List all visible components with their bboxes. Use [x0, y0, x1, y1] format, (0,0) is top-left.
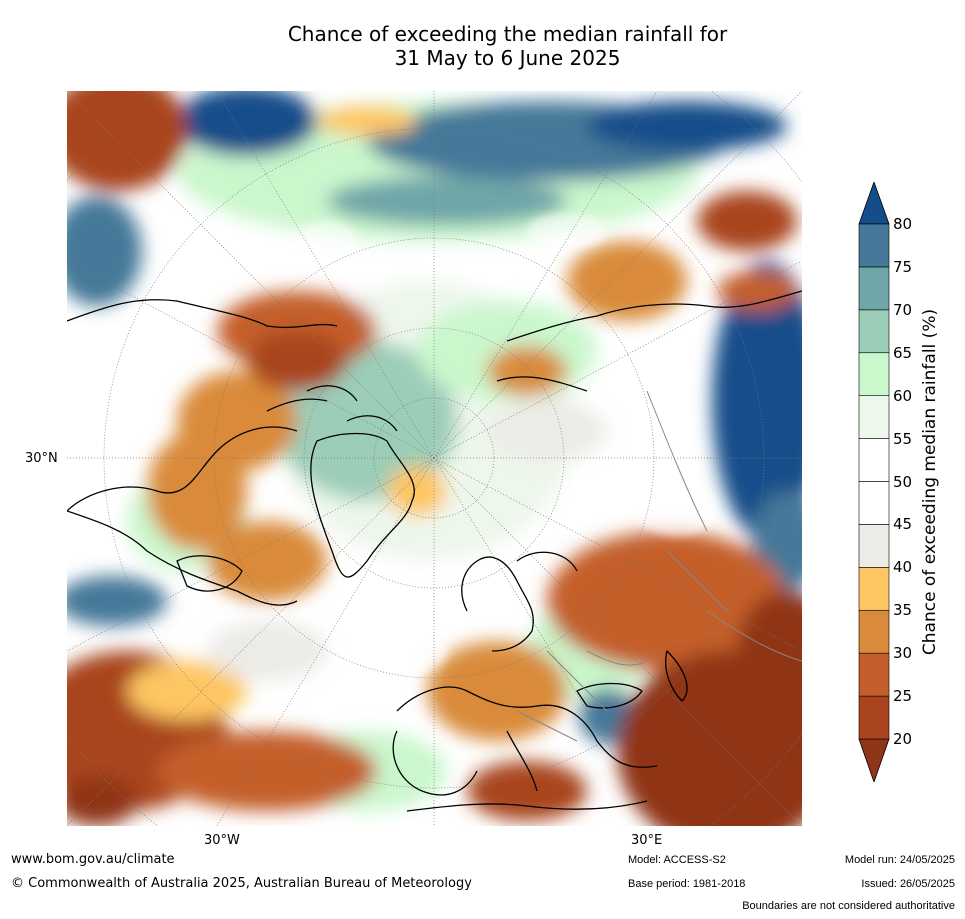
colorbar-tick-label: 35 [893, 601, 913, 620]
colorbar-tick-label: 25 [893, 687, 913, 706]
north-america-coast [67, 426, 298, 606]
caspian-sea [665, 650, 688, 702]
title-line-1: Chance of exceeding the median rainfall … [287, 22, 728, 46]
greenland-coast [310, 432, 415, 578]
title-line-2: 31 May to 6 June 2025 [394, 46, 621, 70]
colorbar-segment [858, 567, 890, 611]
colorbar-body [858, 182, 890, 782]
colorbar-tick-label: 30 [893, 644, 913, 663]
black-sea [576, 682, 643, 709]
colorbar-tick-label: 75 [893, 257, 913, 276]
colorbar-segment [858, 309, 890, 354]
north-africa-coast [406, 800, 648, 812]
footer-base-period: Base period: 1981-2018 [628, 878, 746, 890]
colorbar-tick-label: 45 [893, 515, 913, 534]
contour-noise [137, 213, 717, 676]
colorbar-tick-label: 65 [893, 343, 913, 362]
europe-coast [396, 686, 658, 768]
canadian-archipelago [266, 385, 398, 432]
colorbar-segment [858, 352, 890, 396]
footer-model: Model: ACCESS-S2 [628, 854, 726, 866]
graticule [67, 91, 802, 826]
footer-disclaimer: Boundaries are not considered authoritat… [742, 900, 955, 912]
lon-label-30e: 30°E [631, 833, 663, 848]
colorbar-tick-label: 20 [893, 730, 913, 748]
colorbar-segment [858, 652, 890, 697]
colorbar-segment [858, 223, 890, 268]
colorbar-tick-label: 60 [893, 386, 913, 405]
colorbar-tick-label: 80 [893, 215, 913, 233]
colorbar-tick-label: 50 [893, 472, 913, 491]
footer-url[interactable]: www.bom.gov.au/climate [11, 852, 175, 867]
scandinavia-coast [461, 551, 578, 652]
colorbar-segment [858, 524, 890, 568]
colorbar-title: Chance of exceeding median rainfall (%) [920, 308, 940, 656]
polar-map [67, 91, 802, 826]
rainfall-probability-field [67, 91, 802, 826]
footer-model-run: Model run: 24/05/2025 [844, 854, 955, 866]
iberia-coast [392, 730, 478, 796]
colorbar-segment [858, 438, 890, 482]
footer-copyright: © Commonwealth of Australia 2025, Austra… [11, 876, 472, 891]
colorbar-segment [858, 266, 890, 311]
colorbar-tick-label: 70 [893, 300, 913, 319]
chart-title: Chance of exceeding the median rainfall … [0, 22, 965, 70]
hudson-bay [176, 555, 243, 592]
lat-label-30n: 30°N [25, 451, 58, 466]
alaska-coast [67, 299, 338, 329]
country-boundaries [516, 390, 802, 742]
siberia-coast [496, 290, 802, 392]
lon-label-30w: 30°W [204, 833, 240, 848]
coastlines [67, 290, 802, 812]
footer-issued: Issued: 26/05/2025 [861, 878, 955, 890]
colorbar-segment [858, 481, 890, 525]
colorbar-tick-label: 40 [893, 558, 913, 577]
colorbar-extend-top [858, 182, 890, 225]
italy-coast [506, 730, 538, 792]
colorbar-segment [858, 395, 890, 439]
colorbar-segment [858, 695, 890, 740]
colorbar-segment [858, 609, 890, 654]
colorbar [858, 182, 890, 782]
colorbar-extend-bottom [858, 738, 890, 782]
colorbar-tick-label: 55 [893, 429, 913, 448]
